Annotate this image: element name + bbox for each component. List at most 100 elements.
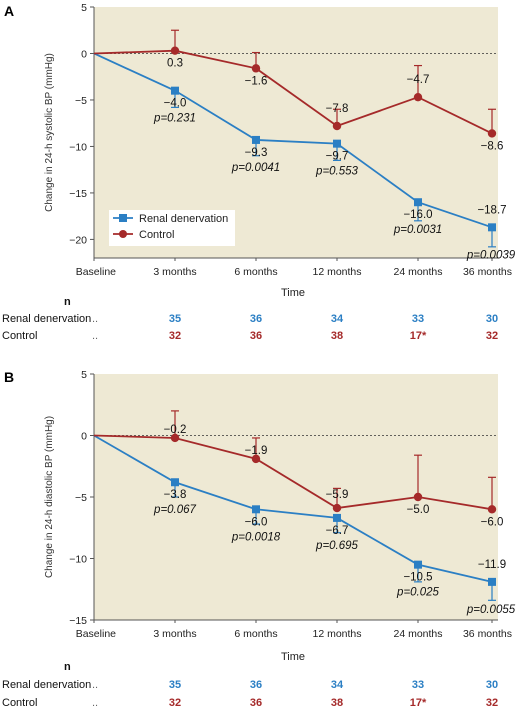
series-renal-denervation: −4.0 −9.3 −9.7 −16.0 −18.7 p=0.231 p=0.0041 p=0… <box>93 52 516 261</box>
data-label: −1.9 <box>245 445 268 457</box>
y-tick-label: 0 <box>81 431 87 443</box>
data-label: −6.0 <box>245 516 268 528</box>
data-label: −0.2 <box>164 424 187 436</box>
data-point <box>414 198 422 207</box>
series-line <box>93 434 493 583</box>
p-value-label: p=0.0031 <box>393 224 442 236</box>
data-label: −6.0 <box>481 516 504 528</box>
x-tick-label: Baseline <box>76 628 116 640</box>
n-table-cell: 30 <box>486 679 498 691</box>
n-table-cell: 32 <box>169 697 181 709</box>
legend-label: Renal denervation <box>139 213 228 225</box>
data-label: −5.0 <box>407 504 430 516</box>
data-point <box>251 454 261 464</box>
n-table-cell: 32 <box>486 330 498 342</box>
n-table-dots: .. <box>92 313 98 325</box>
data-label: 0.3 <box>167 58 183 70</box>
n-table-cell: 38 <box>331 330 343 342</box>
data-point <box>170 46 180 55</box>
x-tick-label: 24 months <box>393 628 442 640</box>
p-value-label: p=0.067 <box>153 504 196 516</box>
n-table: n Renal denervation.. 35 36 34 33 30 Control.. 3… <box>2 661 498 709</box>
panel-a: A 5 0 −5 −10 −15 −20 Change in 24-h systolic BP… <box>2 2 516 342</box>
legend: Renal denervation Control <box>109 210 235 246</box>
n-table-cell: 36 <box>250 679 262 691</box>
n-table-cell: 35 <box>169 313 181 325</box>
data-point <box>332 503 342 513</box>
x-tick-label: 12 months <box>312 266 361 278</box>
data-point <box>333 139 341 148</box>
series-control: 0.3 −1.6 −7.8 −4.7 −8.6 <box>93 29 503 152</box>
n-table-dots: .. <box>92 697 98 709</box>
x-axis-label: Time <box>281 651 305 663</box>
panel-b: B 5 0 −5 −10 −15 Change in 24-h diastolic BP (… <box>2 369 516 709</box>
y-tick-label: 5 <box>81 2 87 14</box>
data-point <box>487 129 497 138</box>
y-axis-label: Change in 24-h systolic BP (mmHg) <box>44 53 55 212</box>
data-label: −9.3 <box>245 147 268 159</box>
p-value-label: p=0.0039 <box>466 249 516 261</box>
y-tick-label: −20 <box>69 234 87 246</box>
x-axis-label: Time <box>281 287 305 299</box>
data-point <box>252 135 260 144</box>
x-tick-label: 36 months <box>463 628 512 640</box>
n-table-cell: 17* <box>410 330 427 342</box>
n-table-cell: 34 <box>331 679 344 691</box>
n-table-cell: 30 <box>486 313 498 325</box>
data-point <box>487 505 497 514</box>
series-line <box>93 52 493 229</box>
data-label: −16.0 <box>403 209 432 221</box>
data-point <box>332 121 342 131</box>
data-label: −9.7 <box>326 151 349 163</box>
y-axis-label: Change in 24-h diastolic BP (mmHg) <box>44 416 55 578</box>
n-table-row-label: Control <box>2 697 37 709</box>
n-table-cell: 17* <box>410 697 427 709</box>
n-table-cell: 38 <box>331 697 343 709</box>
p-value-label: p=0.695 <box>315 540 358 552</box>
y-tick-label: −15 <box>69 615 87 627</box>
n-table-header: n <box>64 661 71 673</box>
series-line <box>93 49 493 135</box>
n-table-cell: 33 <box>412 313 424 325</box>
data-point <box>488 577 496 586</box>
data-label: −10.5 <box>403 572 432 584</box>
data-point <box>252 505 260 514</box>
series-control: −0.2 −1.9 −5.9 −5.0 −6.0 <box>93 410 504 528</box>
n-table-dots: .. <box>92 679 98 691</box>
x-tick-label: 3 months <box>153 628 196 640</box>
data-label: −18.7 <box>477 204 506 216</box>
data-point <box>171 86 179 95</box>
data-label: −5.9 <box>326 489 349 501</box>
data-point <box>413 492 423 502</box>
series-renal-denervation: −3.8 −6.0 −6.7 −10.5 −11.9 p=0.067 p=0.0018 p=0… <box>93 434 516 616</box>
p-value-label: p=0.0041 <box>231 162 280 174</box>
n-table-row-label: Control <box>2 330 37 342</box>
p-value-label: p=0.231 <box>153 113 196 125</box>
y-tick-label: −15 <box>69 188 87 200</box>
y-tick-label: 5 <box>81 369 87 381</box>
n-table-cell: 35 <box>169 679 181 691</box>
y-tick-label: 0 <box>81 48 87 60</box>
n-table-row-label: Renal denervation <box>2 313 91 325</box>
p-value-label: p=0.025 <box>396 587 439 599</box>
y-tick-label: −10 <box>69 554 87 566</box>
n-table-cell: 32 <box>486 697 498 709</box>
n-table-cell: 36 <box>250 697 262 709</box>
n-table-cell: 36 <box>250 313 262 325</box>
p-value-label: p=0.0018 <box>231 531 281 543</box>
n-table-dots: .. <box>92 330 98 342</box>
plot-area <box>94 374 498 620</box>
n-table-cell: 32 <box>169 330 181 342</box>
n-table-cell: 34 <box>331 313 344 325</box>
x-tick-label: Baseline <box>76 266 116 278</box>
p-value-label: p=0.553 <box>315 166 358 178</box>
legend-marker <box>119 214 127 222</box>
data-point <box>413 92 423 102</box>
data-point <box>171 478 179 487</box>
data-point <box>170 433 180 443</box>
x-tick-label: 3 months <box>153 266 196 278</box>
data-point <box>251 64 261 73</box>
data-point <box>414 560 422 569</box>
panel-letter: B <box>4 369 14 385</box>
